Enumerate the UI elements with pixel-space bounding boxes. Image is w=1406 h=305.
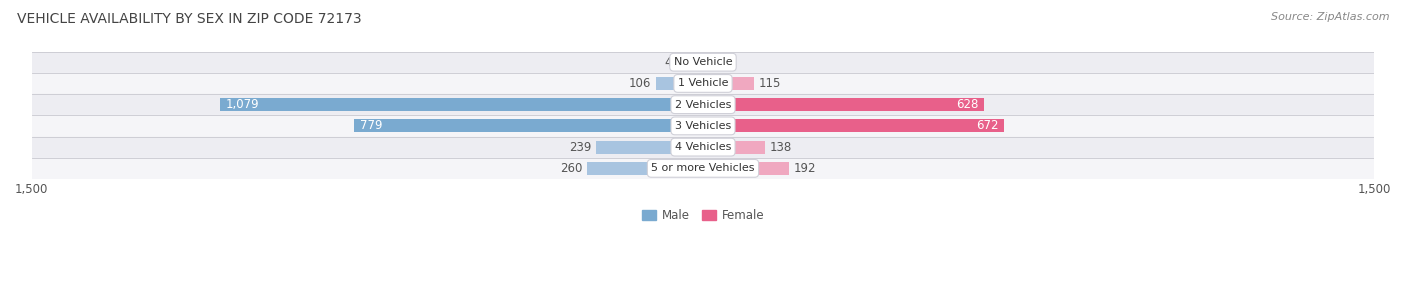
Text: 3 Vehicles: 3 Vehicles	[675, 121, 731, 131]
Bar	[32, 73, 1374, 94]
Bar	[703, 77, 755, 90]
Text: 5 or more Vehicles: 5 or more Vehicles	[651, 163, 755, 173]
Bar	[683, 56, 703, 69]
Bar	[32, 94, 1374, 115]
Text: VEHICLE AVAILABILITY BY SEX IN ZIP CODE 72173: VEHICLE AVAILABILITY BY SEX IN ZIP CODE …	[17, 12, 361, 26]
Bar	[703, 98, 984, 111]
Text: 260: 260	[560, 162, 582, 175]
Bar	[703, 141, 765, 154]
Bar	[586, 162, 703, 175]
Text: No Vehicle: No Vehicle	[673, 57, 733, 67]
Bar	[32, 158, 1374, 179]
Bar	[596, 141, 703, 154]
Bar	[703, 162, 789, 175]
Text: 106: 106	[628, 77, 651, 90]
Bar	[32, 52, 1374, 73]
Bar	[221, 98, 703, 111]
Bar	[703, 119, 1004, 132]
Bar	[354, 119, 703, 132]
Text: 18: 18	[716, 56, 730, 69]
Bar	[32, 137, 1374, 158]
Text: 115: 115	[759, 77, 782, 90]
Text: 192: 192	[793, 162, 815, 175]
Text: 43: 43	[665, 56, 679, 69]
Text: 138: 138	[769, 141, 792, 154]
Text: 2 Vehicles: 2 Vehicles	[675, 100, 731, 110]
Text: 628: 628	[956, 98, 979, 111]
Text: 672: 672	[976, 119, 998, 132]
Text: 239: 239	[569, 141, 592, 154]
Bar	[32, 115, 1374, 137]
Text: 779: 779	[360, 119, 382, 132]
Bar	[703, 56, 711, 69]
Legend: Male, Female: Male, Female	[637, 204, 769, 227]
Bar	[655, 77, 703, 90]
Text: Source: ZipAtlas.com: Source: ZipAtlas.com	[1271, 12, 1389, 22]
Text: 1,079: 1,079	[225, 98, 259, 111]
Text: 1 Vehicle: 1 Vehicle	[678, 78, 728, 88]
Text: 4 Vehicles: 4 Vehicles	[675, 142, 731, 152]
